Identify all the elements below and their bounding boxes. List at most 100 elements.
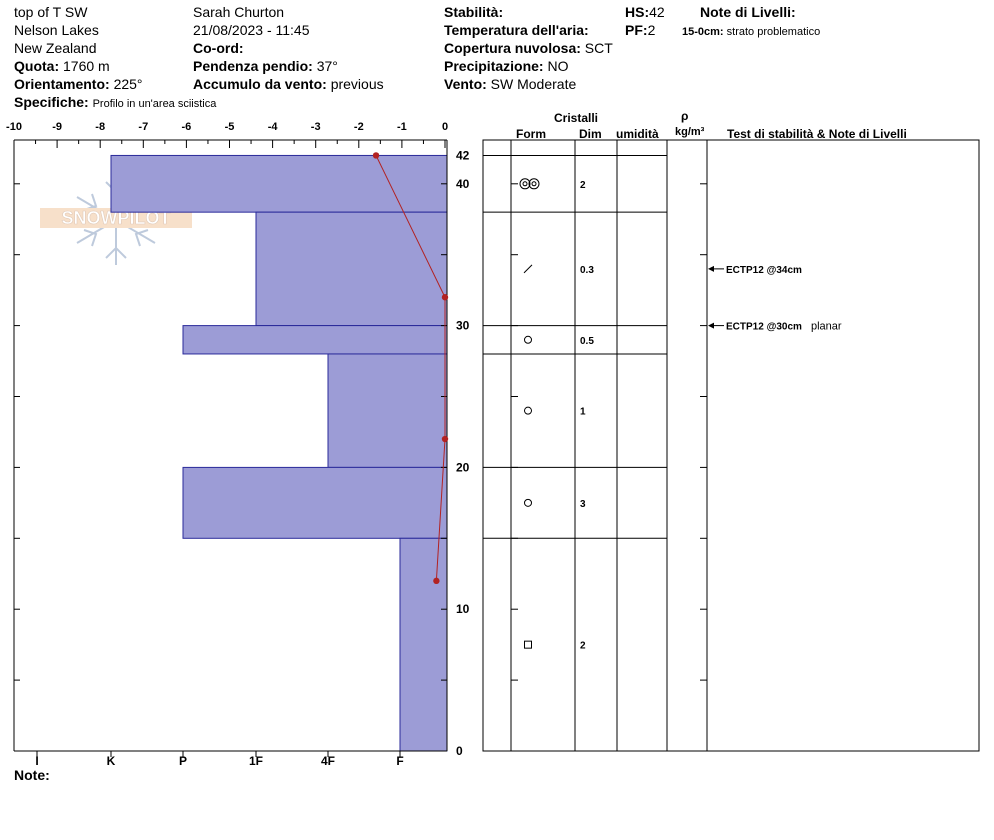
grain-form-rounded-icon (528, 178, 540, 190)
pf-label: PF: (625, 22, 648, 38)
logo-text: SNOWPILOT (62, 208, 171, 228)
aspect-value: 225° (113, 76, 143, 92)
test-note-1: planar (811, 321, 842, 333)
slope: Pendenza pendio: 37° (193, 58, 338, 74)
layer-note: 15-0cm: strato problematico (682, 24, 820, 40)
coord-label: Co-ord: (193, 40, 244, 56)
moisture-header: umidità (616, 127, 659, 141)
slope-value: 37° (316, 58, 338, 74)
hardness-label: I (35, 754, 38, 768)
size-header: Dim (579, 127, 602, 141)
grain-form-faceted-icon (524, 640, 532, 649)
temp-tick-label: -7 (138, 121, 148, 133)
grain-form-rounded-icon (531, 181, 537, 187)
density-unit: kg/m³ (675, 126, 705, 138)
layer-note-text: strato problematico (726, 26, 821, 38)
temp-tick-label: -1 (397, 121, 407, 133)
grain-size-5: 2 (580, 641, 586, 652)
snow-height: HS:42 (625, 4, 665, 20)
foot-penetration: PF:2 (625, 22, 655, 38)
layer-bar-4 (182, 466, 448, 539)
hs-label: HS: (625, 4, 650, 20)
temp-tick-label: 0 (442, 121, 448, 133)
table-frame (482, 139, 980, 752)
layer-note-depth: 15-0cm: (682, 26, 724, 38)
wind-loading: Accumulo da vento: previous (193, 76, 384, 92)
grain-form-rounded-icon (524, 498, 532, 507)
temp-tick-label: -4 (268, 121, 279, 133)
precipitation-value: NO (547, 58, 569, 74)
layer-bar-1 (255, 211, 448, 327)
layer-bar-3 (327, 353, 448, 468)
notes-label: Note: (14, 767, 50, 783)
elevation: Quota: 1760 m (14, 58, 110, 74)
grain-size-1: 0.3 (580, 265, 594, 276)
elevation-label: Quota: (14, 58, 60, 74)
slope-label: Pendenza pendio: (193, 58, 313, 74)
temp-tick-label: -3 (311, 121, 321, 133)
hs-value: 42 (649, 4, 665, 20)
air-temp-label: Temperatura dell'aria: (444, 22, 589, 38)
sky-cover-label: Copertura nuvolosa: (444, 40, 581, 56)
grain-size-2: 0.5 (580, 336, 594, 347)
wind-label: Vento: (444, 76, 487, 92)
test-label-1: ECTP12 @30cm (726, 322, 802, 333)
layer-bar-2 (182, 325, 448, 355)
wind-loading-label: Accumulo da vento: (193, 76, 327, 92)
test-arrow-icon (708, 322, 714, 329)
layer-bar-5 (399, 537, 448, 752)
test-arrow-icon (708, 265, 714, 272)
temp-tick-label: -10 (6, 121, 22, 133)
density-symbol: ρ (681, 109, 689, 123)
specifics-value: Profilo in un'area sciistica (92, 98, 217, 110)
hardness-label: P (179, 754, 187, 768)
temperature-line (375, 155, 446, 581)
height-label: 20 (456, 460, 470, 474)
grain-size-0: 2 (580, 180, 586, 191)
height-label: 30 (456, 319, 470, 333)
grain-form-rounded-icon (524, 335, 532, 344)
form-header: Form (516, 127, 546, 141)
temp-tick-label: -2 (354, 121, 364, 133)
height-label: 42 (456, 148, 470, 162)
grain-size-3: 1 (580, 407, 586, 418)
precipitation-label: Precipitazione: (444, 58, 544, 74)
aspect-label: Orientamento: (14, 76, 110, 92)
country: New Zealand (14, 40, 97, 56)
wind-loading-value: previous (330, 76, 384, 92)
precipitation: Precipitazione: NO (444, 58, 568, 74)
area: Nelson Lakes (14, 22, 99, 38)
test-label-0: ECTP12 @34cm (726, 265, 802, 276)
temperature-point (372, 152, 380, 159)
wind: Vento: SW Moderate (444, 76, 576, 92)
hardness-label: F (396, 754, 403, 768)
stability-label: Stabilità: (444, 4, 504, 20)
observer: Sarah Churton (193, 4, 285, 20)
tests-header: Test di stabilità & Note di Livelli (727, 127, 907, 141)
wind-value: SW Moderate (490, 76, 577, 92)
specifics: Specifiche: Profilo in un'area sciistica (14, 94, 216, 112)
temp-tick-label: -9 (52, 121, 62, 133)
specifics-label: Specifiche: (14, 94, 89, 110)
datetime: 21/08/2023 - 11:45 (193, 22, 310, 38)
aspect: Orientamento: 225° (14, 76, 143, 92)
temperature-point (441, 294, 449, 301)
crystals-header: Cristalli (554, 111, 599, 125)
logo-band (40, 208, 192, 228)
temp-tick-label: -8 (95, 121, 105, 133)
height-label: 0 (456, 744, 463, 758)
hardness-label: 4F (321, 754, 335, 768)
snowpilot-logo: SNOWPILOT (40, 175, 192, 265)
temp-tick-label: -5 (225, 121, 235, 133)
elevation-value: 1760 m (63, 58, 110, 74)
hardness-label: 1F (249, 754, 263, 768)
temperature-point (433, 577, 440, 585)
hardness-label: K (107, 754, 116, 768)
grain-form-rounded-icon (524, 406, 532, 415)
grain-size-4: 3 (580, 499, 586, 510)
layer-notes-label: Note di Livelli: (700, 4, 796, 20)
grain-form-rounded-icon (522, 181, 528, 187)
temperature-point (441, 435, 449, 443)
grain-form-rounded-icon (519, 178, 531, 190)
sky-cover: Copertura nuvolosa: SCT (444, 40, 613, 56)
